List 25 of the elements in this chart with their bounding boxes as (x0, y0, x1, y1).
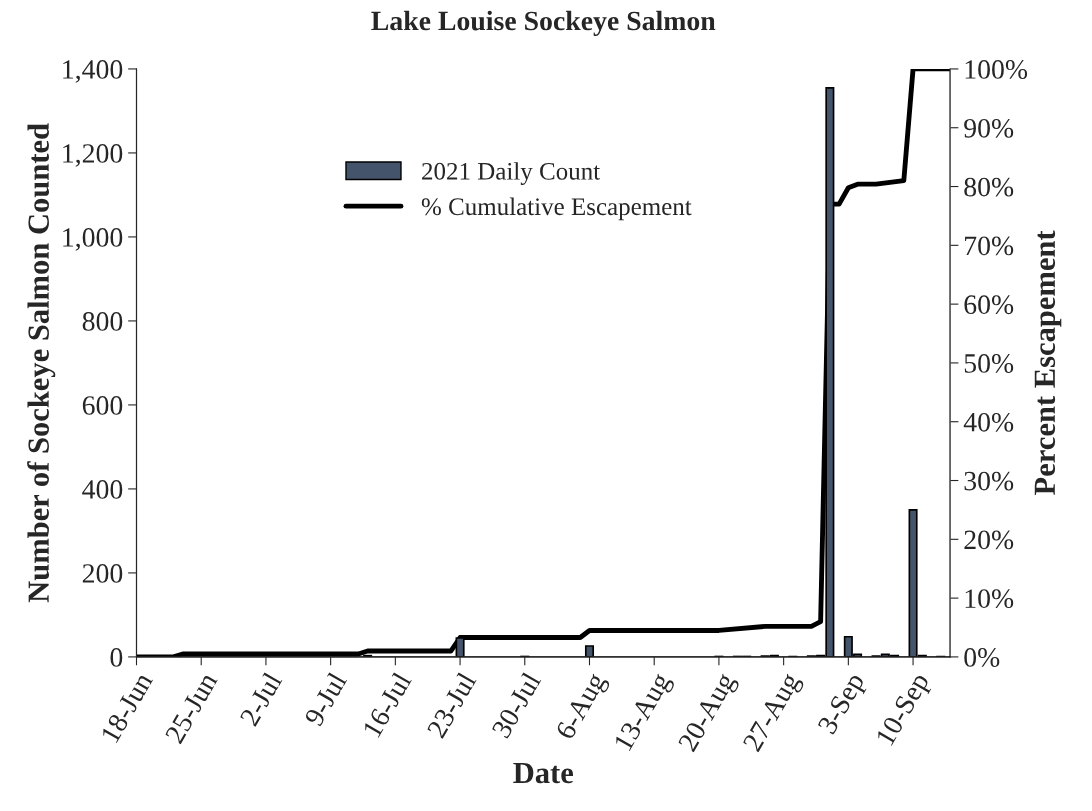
y2-tick-label: 40% (963, 412, 1014, 432)
y2-tick-label: 20% (964, 530, 1014, 550)
y2-tick-label: 60% (964, 295, 1014, 315)
y-axis-title: Number of Sockeye Salmon Counted (27, 123, 56, 603)
y-tick-label: 1,200 (63, 144, 123, 167)
y2-tick-label: 100% (965, 60, 1028, 79)
y2-tick-label: 0% (964, 648, 1000, 667)
y2-tick-label: 70% (965, 236, 1014, 256)
legend-label: % Cumulative Escapement (421, 197, 692, 221)
y2-tick-label: 10% (965, 589, 1014, 609)
y-tick-label: 1,400 (63, 60, 123, 83)
y-tick-label: 200 (82, 564, 123, 583)
x-axis-title: Date (513, 762, 574, 784)
chart-title: Lake Louise Sockeye Salmon (371, 10, 716, 37)
y-tick-label: 1,000 (63, 228, 123, 251)
y-tick-label: 800 (82, 312, 123, 331)
legend-label: 2021 Daily Count (422, 162, 600, 185)
y2-tick-label: 50% (964, 354, 1014, 373)
y2-axis-title: Percent Escapement (1034, 230, 1062, 495)
y-tick-label: 0 (110, 648, 123, 667)
y2-tick-label: 30% (964, 471, 1014, 491)
y2-tick-label: 80% (964, 177, 1014, 197)
y-tick-label: 400 (82, 480, 123, 499)
y2-tick-label: 90% (964, 118, 1014, 138)
y-tick-label: 600 (82, 396, 123, 415)
